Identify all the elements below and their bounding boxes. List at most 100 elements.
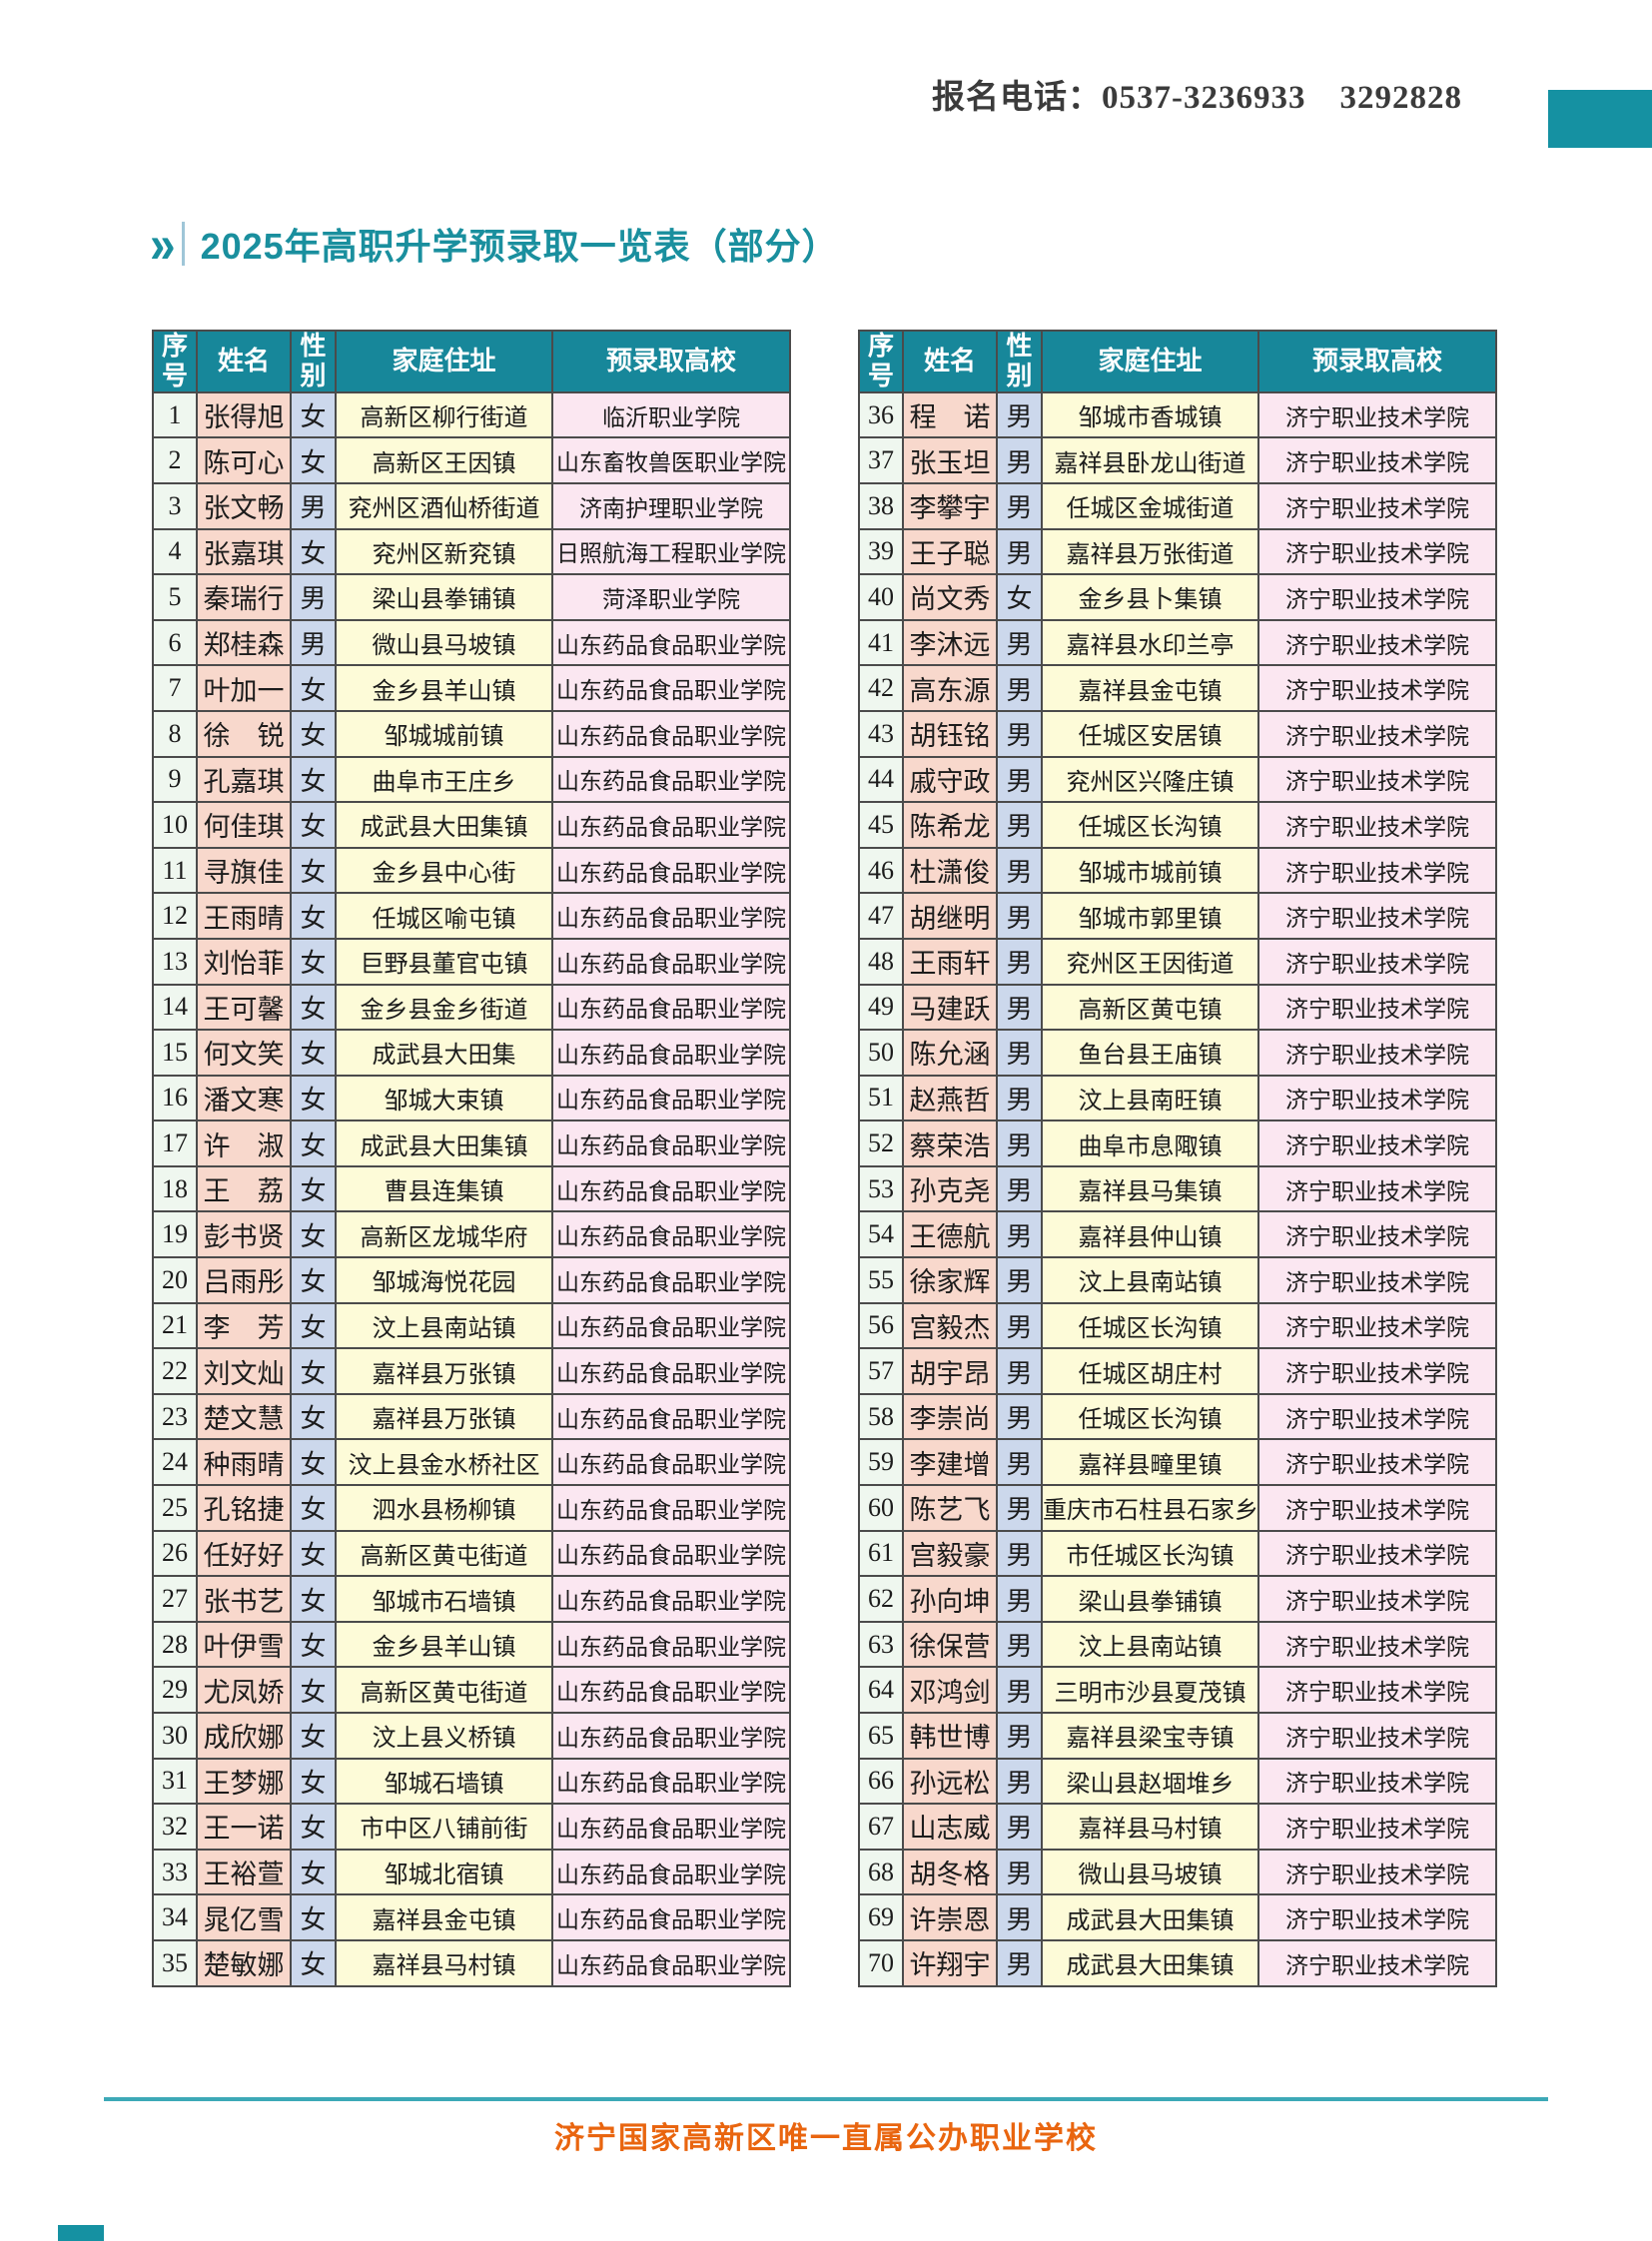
table-row: 30 成欣娜女汶上县义桥镇 山东药品食品职业学院	[152, 1712, 791, 1760]
table-cell: 高新区柳行街道	[335, 390, 553, 439]
table-cell: 7	[152, 664, 198, 712]
table-cell: 陈艺飞	[902, 1484, 998, 1532]
table-cell: 山东药品食品职业学院	[551, 1392, 791, 1441]
table-cell: 任城区长沟镇	[1041, 1301, 1259, 1350]
admission-table-right: 序号 姓名 性别 家庭住址 预录取高校 36 程 诺男邹城市香城镇 济宁职业技术学院 37 张玉坦…	[858, 330, 1497, 1987]
table-row: 33 王裕萱女邹城北宿镇 山东药品食品职业学院	[152, 1848, 791, 1896]
table-cell: 韩世博	[902, 1712, 998, 1760]
table-cell: 汶上县南站镇	[335, 1301, 553, 1350]
table-cell: 泗水县杨柳镇	[335, 1484, 553, 1532]
table-cell: 临沂职业学院	[551, 390, 791, 439]
table-cell: 晁亿雪	[196, 1893, 292, 1941]
table-cell: 64	[858, 1666, 904, 1714]
table-cell: 尚文秀	[902, 573, 998, 621]
table-cell: 47	[858, 892, 904, 940]
table-cell: 女	[290, 1347, 337, 1395]
table-cell: 男	[996, 527, 1043, 576]
table-cell: 嘉祥县万张镇	[335, 1347, 553, 1395]
table-cell: 汶上县义桥镇	[335, 1712, 553, 1760]
table-cell: 女	[290, 436, 337, 484]
table-row: 69 许崇恩男成武县大田集镇 济宁职业技术学院	[858, 1893, 1497, 1941]
table-row: 2 陈可心女高新区王因镇 山东畜牧兽医职业学院	[152, 436, 791, 484]
table-cell: 济宁职业技术学院	[1257, 1347, 1497, 1395]
footer-divider	[104, 2097, 1548, 2101]
table-row: 70 许翔宇男成武县大田集镇 济宁职业技术学院	[858, 1938, 1497, 1987]
table-cell: 山东药品食品职业学院	[551, 983, 791, 1032]
table-cell: 邹城市城前镇	[1041, 846, 1259, 895]
column-header: 家庭住址	[1041, 330, 1259, 393]
table-cell: 61	[858, 1529, 904, 1578]
table-row: 58 李崇尚男任城区长沟镇 济宁职业技术学院	[858, 1392, 1497, 1441]
table-cell: 男	[996, 1256, 1043, 1304]
table-cell: 33	[152, 1848, 198, 1896]
table-row: 5 秦瑞行男梁山县拳铺镇 菏泽职业学院	[152, 573, 791, 621]
table-cell: 李攀宇	[902, 481, 998, 530]
table-cell: 49	[858, 983, 904, 1032]
table-row: 66 孙远松男梁山县赵堌堆乡 济宁职业技术学院	[858, 1757, 1497, 1806]
table-cell: 女	[290, 755, 337, 804]
table-cell: 济宁职业技术学院	[1257, 801, 1497, 849]
table-cell: 山东药品食品职业学院	[551, 1484, 791, 1532]
table-cell: 女	[290, 1484, 337, 1532]
table-cell: 孔铭捷	[196, 1484, 292, 1532]
table-cell: 女	[290, 1529, 337, 1578]
table-row: 67 山志威男嘉祥县马村镇 济宁职业技术学院	[858, 1803, 1497, 1851]
table-cell: 男	[996, 937, 1043, 986]
table-cell: 女	[290, 1029, 337, 1077]
table-cell: 许 淑	[196, 1120, 292, 1167]
table-cell: 济宁职业技术学院	[1257, 1575, 1497, 1623]
table-cell: 山东药品食品职业学院	[551, 1712, 791, 1760]
table-cell: 汶上县南旺镇	[1041, 1074, 1259, 1122]
table-cell: 邹城市郭里镇	[1041, 892, 1259, 940]
table-cell: 男	[996, 1438, 1043, 1487]
table-row: 60 陈艺飞男重庆市石柱县石家乡 济宁职业技术学院	[858, 1484, 1497, 1532]
table-cell: 山东畜牧兽医职业学院	[551, 436, 791, 484]
table-cell: 嘉祥县马集镇	[1041, 1164, 1259, 1213]
table-cell: 鱼台县王庙镇	[1041, 1029, 1259, 1077]
table-cell: 44	[858, 755, 904, 804]
table-cell: 女	[290, 846, 337, 895]
corner-accent-top-right	[1548, 90, 1652, 148]
table-cell: 马建跃	[902, 983, 998, 1032]
table-cell: 任城区安居镇	[1041, 709, 1259, 758]
tables-container: 序号 姓名 性别 家庭住址 预录取高校 1 张得旭女高新区柳行街道 临沂职业学院 2 陈可心女高新…	[152, 330, 1497, 1987]
table-cell: 济宁职业技术学院	[1257, 1438, 1497, 1487]
table-cell: 胡钰铭	[902, 709, 998, 758]
table-cell: 济宁职业技术学院	[1257, 846, 1497, 895]
table-cell: 53	[858, 1164, 904, 1213]
table-cell: 16	[152, 1074, 198, 1122]
column-header: 预录取高校	[551, 330, 791, 393]
table-row: 41 李沐远男嘉祥县水印兰亭 济宁职业技术学院	[858, 618, 1497, 667]
table-row: 45 陈希龙男任城区长沟镇 济宁职业技术学院	[858, 801, 1497, 849]
table-cell: 24	[152, 1438, 198, 1487]
table-cell: 嘉祥县马村镇	[1041, 1803, 1259, 1851]
table-row: 1 张得旭女高新区柳行街道 临沂职业学院	[152, 390, 791, 439]
table-row: 68 胡冬格男微山县马坡镇 济宁职业技术学院	[858, 1848, 1497, 1896]
table-cell: 山东药品食品职业学院	[551, 1438, 791, 1487]
table-cell: 男	[996, 1029, 1043, 1077]
table-row: 31 王梦娜女邹城石墙镇 山东药品食品职业学院	[152, 1757, 791, 1806]
table-cell: 济宁职业技术学院	[1257, 1164, 1497, 1213]
table-cell: 济宁职业技术学院	[1257, 1893, 1497, 1941]
table-cell: 尤凤娇	[196, 1666, 292, 1714]
table-cell: 男	[996, 1848, 1043, 1896]
table-cell: 邹城市香城镇	[1041, 390, 1259, 439]
table-cell: 66	[858, 1757, 904, 1806]
table-cell: 17	[152, 1120, 198, 1167]
table-cell: 梁山县拳铺镇	[335, 573, 553, 621]
table-cell: 女	[290, 801, 337, 849]
phone-number: 报名电话：0537-3236933 3292828	[932, 80, 1462, 116]
table-cell: 女	[290, 1575, 337, 1623]
table-cell: 3	[152, 481, 198, 530]
table-cell: 13	[152, 937, 198, 986]
table-cell: 兖州区酒仙桥街道	[335, 481, 553, 530]
table-cell: 女	[996, 573, 1043, 621]
table-cell: 山东药品食品职业学院	[551, 1029, 791, 1077]
table-cell: 日照航海工程职业学院	[551, 527, 791, 576]
table-cell: 山东药品食品职业学院	[551, 709, 791, 758]
table-row: 42 高东源男嘉祥县金屯镇 济宁职业技术学院	[858, 664, 1497, 712]
table-cell: 59	[858, 1438, 904, 1487]
table-row: 20 吕雨彤女邹城海悦花园 山东药品食品职业学院	[152, 1256, 791, 1304]
table-cell: 嘉祥县金屯镇	[1041, 664, 1259, 712]
table-row: 19 彭书贤女高新区龙城华府 山东药品食品职业学院	[152, 1210, 791, 1259]
